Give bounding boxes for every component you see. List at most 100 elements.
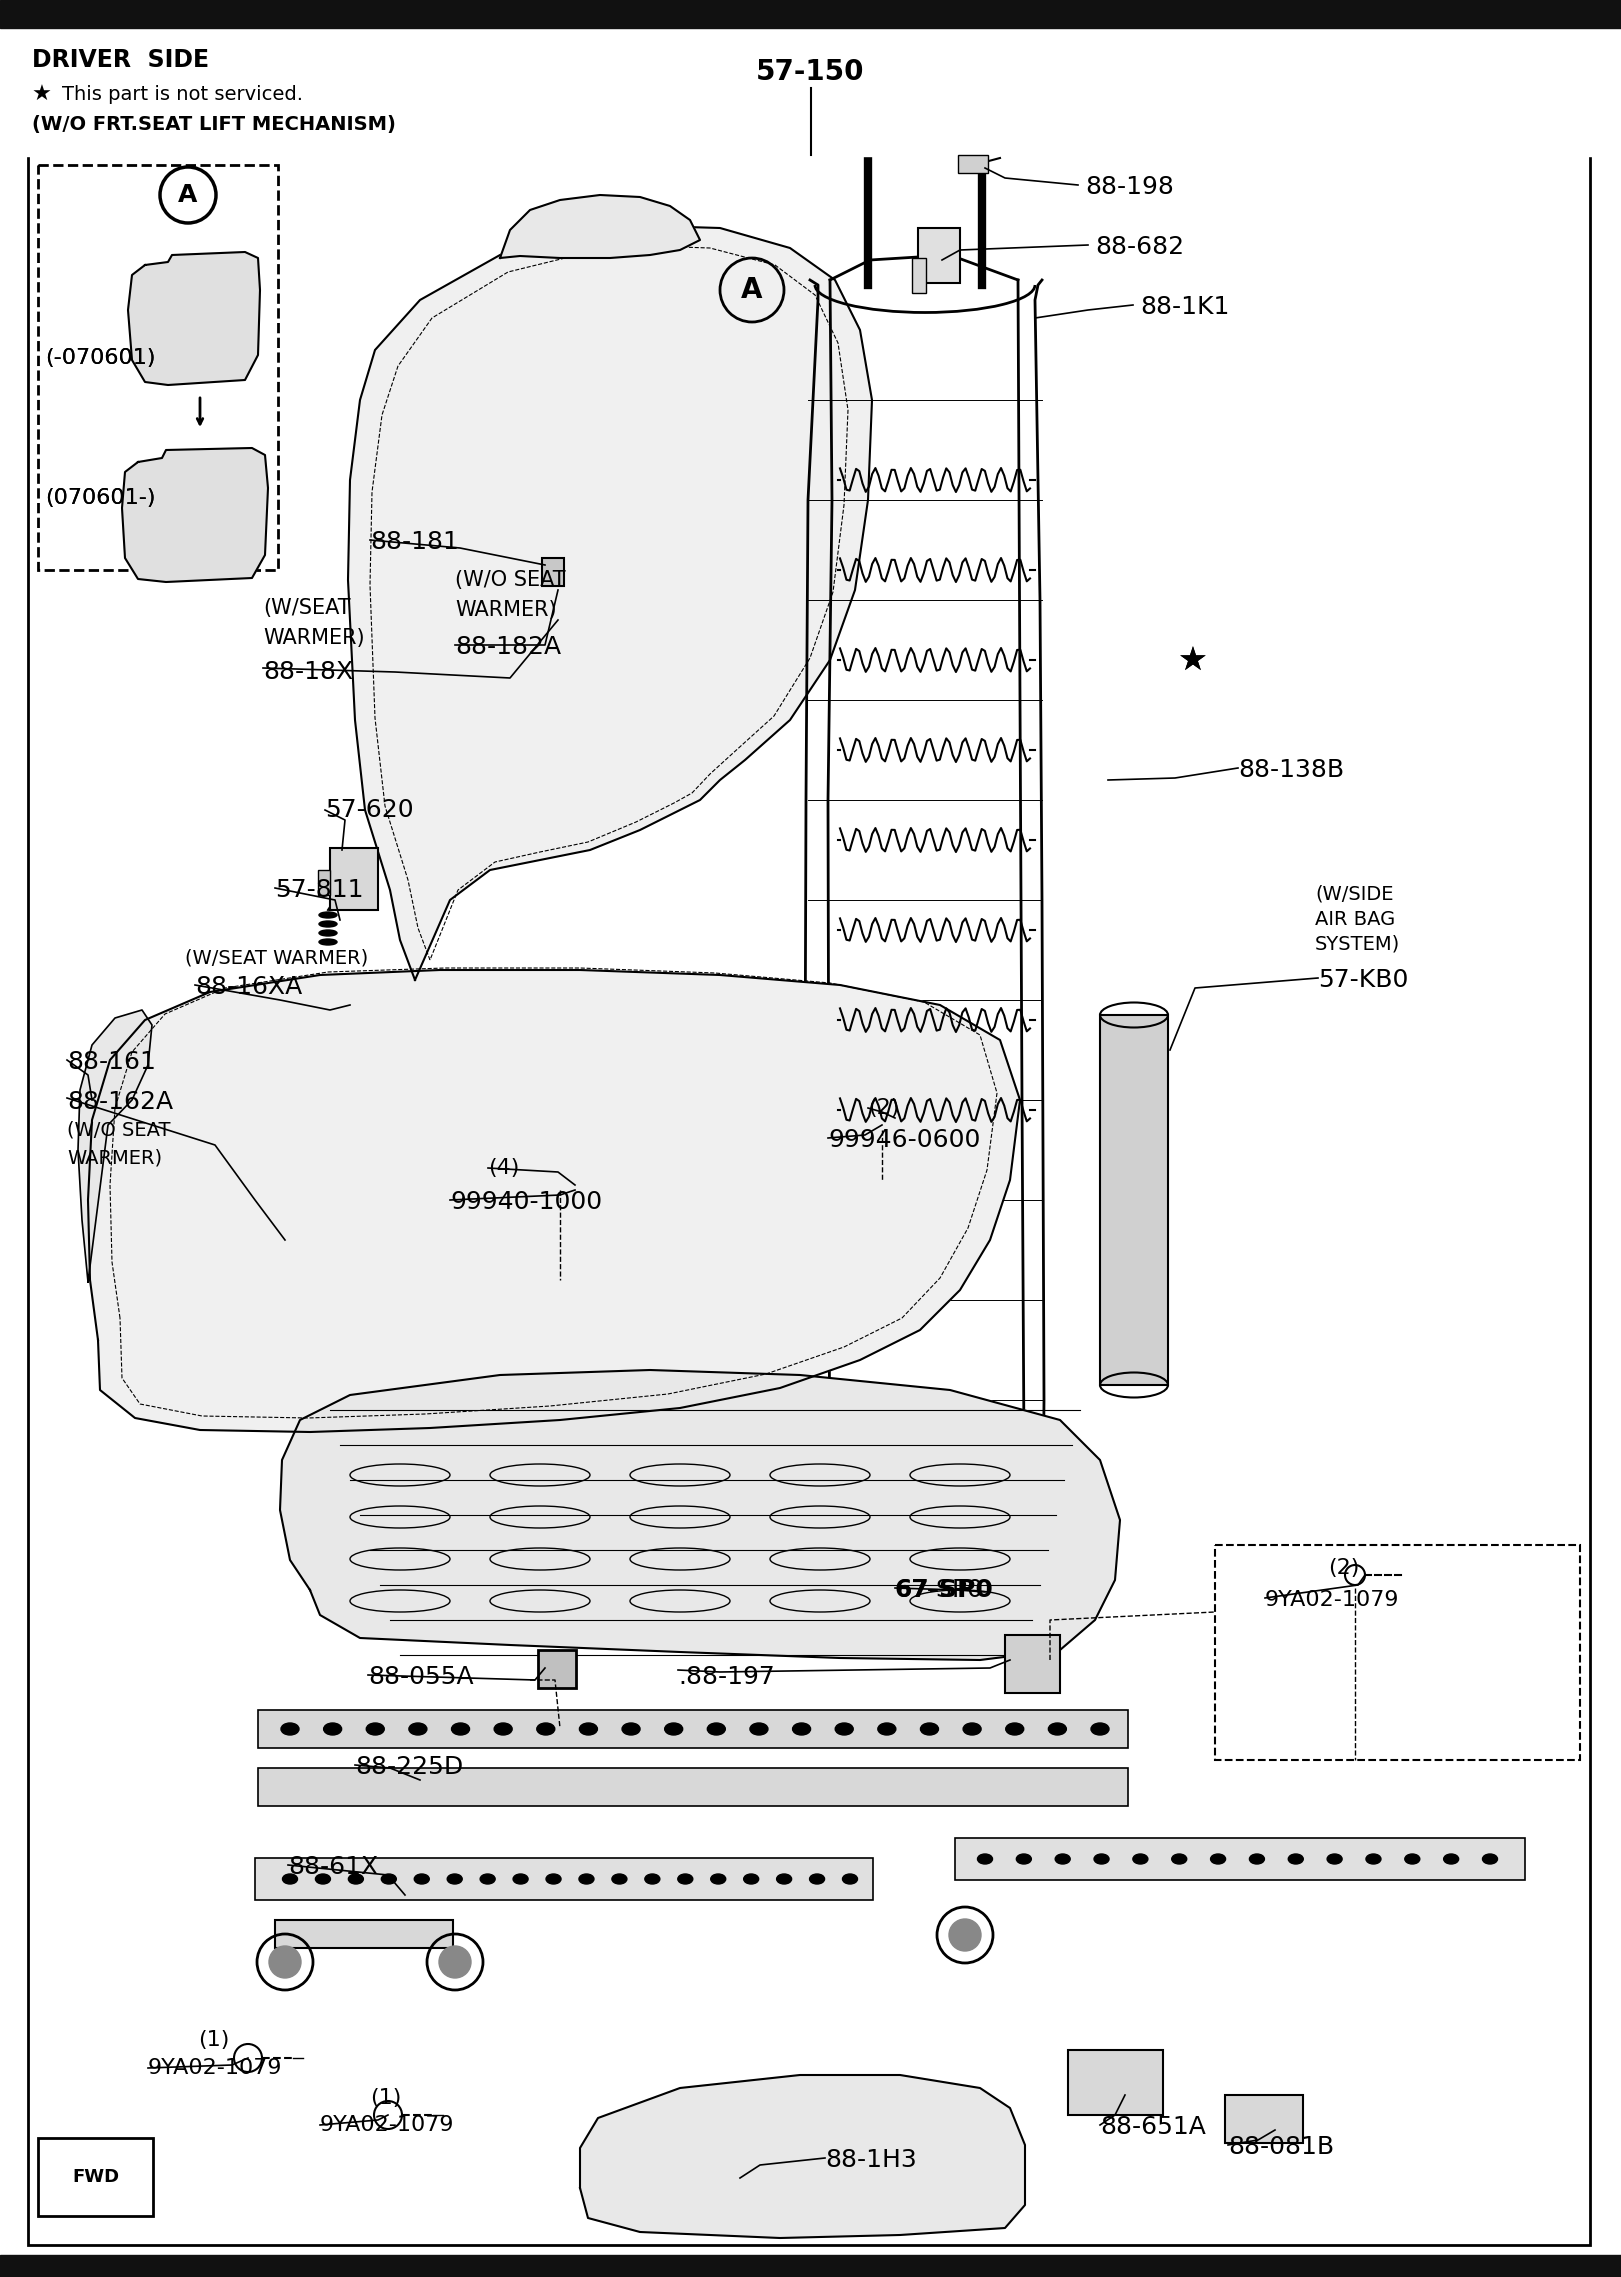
Ellipse shape <box>349 1874 363 1883</box>
Text: (W/SEAT: (W/SEAT <box>263 599 350 617</box>
Ellipse shape <box>1211 1853 1225 1865</box>
Ellipse shape <box>579 1874 593 1883</box>
Bar <box>1101 1016 1169 1384</box>
Text: 9YA02-1079: 9YA02-1079 <box>319 2115 454 2136</box>
Ellipse shape <box>977 1853 992 1865</box>
Bar <box>258 1767 1128 1806</box>
Text: AIR BAG: AIR BAG <box>1315 911 1396 929</box>
Bar <box>37 164 277 569</box>
Ellipse shape <box>793 1724 810 1735</box>
Ellipse shape <box>381 1874 396 1883</box>
Circle shape <box>269 1947 302 1979</box>
Bar <box>0 2254 1621 2277</box>
Ellipse shape <box>1094 1853 1109 1865</box>
Ellipse shape <box>537 1724 554 1735</box>
Text: (W/O FRT.SEAT LIFT MECHANISM): (W/O FRT.SEAT LIFT MECHANISM) <box>32 116 396 134</box>
Ellipse shape <box>921 1724 939 1735</box>
Ellipse shape <box>1444 1853 1459 1865</box>
Bar <box>0 0 1621 27</box>
Polygon shape <box>88 970 1020 1432</box>
Text: (W/SIDE: (W/SIDE <box>1315 886 1394 904</box>
Bar <box>1005 1635 1060 1694</box>
Ellipse shape <box>1049 1724 1067 1735</box>
Ellipse shape <box>447 1874 462 1883</box>
Ellipse shape <box>645 1874 660 1883</box>
Text: 88-081B: 88-081B <box>1229 2136 1334 2159</box>
Text: (4): (4) <box>488 1159 519 1177</box>
Polygon shape <box>122 449 267 583</box>
Ellipse shape <box>1016 1853 1031 1865</box>
Ellipse shape <box>494 1724 512 1735</box>
Ellipse shape <box>744 1874 759 1883</box>
Polygon shape <box>349 225 872 979</box>
Ellipse shape <box>282 1874 298 1883</box>
Ellipse shape <box>579 1724 598 1735</box>
Ellipse shape <box>707 1724 725 1735</box>
Text: 88-651A: 88-651A <box>1101 2115 1206 2138</box>
Text: WARMER): WARMER) <box>263 628 365 649</box>
Ellipse shape <box>1005 1724 1024 1735</box>
Text: 9YA02-1079: 9YA02-1079 <box>1264 1589 1399 1610</box>
Ellipse shape <box>776 1874 791 1883</box>
Ellipse shape <box>879 1724 896 1735</box>
Bar <box>318 870 331 895</box>
Text: A: A <box>178 182 198 207</box>
Text: .88-197: .88-197 <box>678 1664 775 1690</box>
Ellipse shape <box>319 938 337 945</box>
Text: SYSTEM): SYSTEM) <box>1315 936 1401 954</box>
Polygon shape <box>78 1011 152 1282</box>
Ellipse shape <box>1250 1853 1264 1865</box>
Text: (1): (1) <box>370 2088 402 2109</box>
Ellipse shape <box>1289 1853 1303 1865</box>
Bar <box>331 847 378 911</box>
Bar <box>276 1920 452 1949</box>
Text: (W/SEAT WARMER): (W/SEAT WARMER) <box>185 947 368 968</box>
Ellipse shape <box>316 1874 331 1883</box>
Text: WARMER): WARMER) <box>456 601 556 619</box>
Text: 99946-0600: 99946-0600 <box>828 1127 981 1152</box>
Ellipse shape <box>319 920 337 927</box>
Circle shape <box>948 1920 981 1951</box>
Bar <box>1068 2049 1162 2115</box>
Text: FWD: FWD <box>71 2168 118 2186</box>
Ellipse shape <box>408 1724 426 1735</box>
Ellipse shape <box>514 1874 528 1883</box>
Text: (W/O SEAT: (W/O SEAT <box>456 569 566 590</box>
Ellipse shape <box>319 913 337 918</box>
Ellipse shape <box>1172 1853 1187 1865</box>
Text: (2): (2) <box>867 1098 900 1118</box>
Ellipse shape <box>1328 1853 1342 1865</box>
Text: 88-61X: 88-61X <box>289 1856 378 1879</box>
Ellipse shape <box>1055 1853 1070 1865</box>
Polygon shape <box>499 196 700 257</box>
Bar <box>541 558 564 585</box>
Polygon shape <box>128 253 259 385</box>
Ellipse shape <box>1483 1853 1498 1865</box>
Ellipse shape <box>835 1724 853 1735</box>
Text: 57-811: 57-811 <box>276 879 363 902</box>
Ellipse shape <box>546 1874 561 1883</box>
Ellipse shape <box>963 1724 981 1735</box>
Bar <box>958 155 989 173</box>
Text: (-070601): (-070601) <box>45 348 156 369</box>
Ellipse shape <box>622 1724 640 1735</box>
Ellipse shape <box>611 1874 627 1883</box>
Ellipse shape <box>678 1874 692 1883</box>
Text: 9YA02-1079: 9YA02-1079 <box>148 2058 282 2079</box>
Text: 67-SP0: 67-SP0 <box>895 1578 994 1603</box>
Bar <box>254 1858 874 1899</box>
Text: 99940-1000: 99940-1000 <box>451 1191 601 1214</box>
Text: (070601-): (070601-) <box>45 487 156 508</box>
Ellipse shape <box>1091 1724 1109 1735</box>
Bar <box>913 257 926 294</box>
Bar <box>37 2138 152 2216</box>
Polygon shape <box>580 2074 1024 2238</box>
Bar <box>1225 2095 1303 2143</box>
Text: ★: ★ <box>32 84 52 105</box>
Text: 88-16XA: 88-16XA <box>195 975 302 1000</box>
Ellipse shape <box>319 929 337 936</box>
Text: 88-18X: 88-18X <box>263 660 353 683</box>
Text: 88-162A: 88-162A <box>66 1091 173 1113</box>
Ellipse shape <box>480 1874 494 1883</box>
Ellipse shape <box>1405 1853 1420 1865</box>
